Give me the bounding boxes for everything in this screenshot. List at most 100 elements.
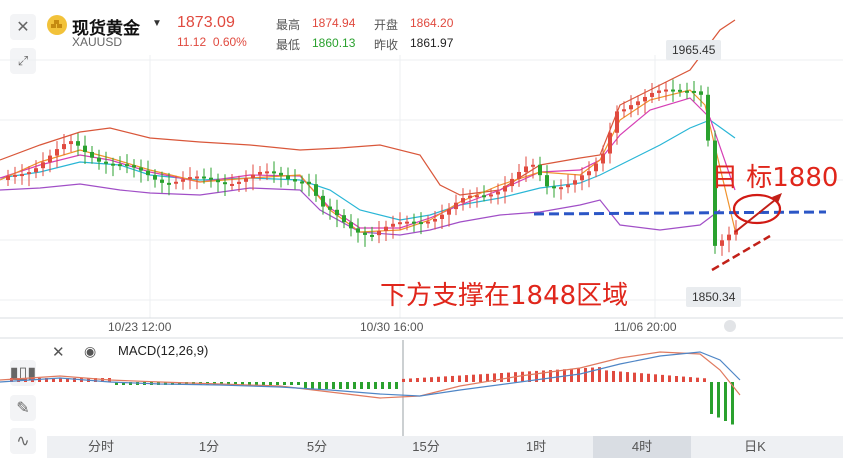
tab-timeframe-2[interactable]: 5分 <box>306 439 328 454</box>
scroll-dot-icon[interactable] <box>724 320 736 332</box>
low-value: 1860.13 <box>312 36 356 50</box>
macd-bar <box>297 382 300 385</box>
macd-bar <box>367 382 370 389</box>
macd-chart[interactable] <box>0 340 843 436</box>
candle-body <box>307 181 311 185</box>
candle-body <box>664 89 668 92</box>
candle-body <box>76 141 80 146</box>
candle-body <box>153 175 157 180</box>
candle-body <box>510 178 514 187</box>
macd-bar <box>227 382 230 385</box>
instrument-code: XAUUSD <box>72 35 123 49</box>
candle-body <box>461 198 465 203</box>
macd-bar <box>129 382 132 385</box>
candle-body <box>6 175 10 180</box>
candle-body <box>538 164 542 176</box>
macd-bar <box>647 373 650 382</box>
macd-bar <box>500 373 503 382</box>
candle-body <box>678 89 682 92</box>
low-label: 最低 <box>276 38 301 52</box>
candle-body <box>601 153 605 164</box>
candle-body <box>545 175 549 187</box>
candle-body <box>692 90 696 93</box>
macd-bar <box>332 382 335 389</box>
indicator-icon: ∿ <box>16 433 30 450</box>
tab-timeframe-4[interactable]: 1时 <box>525 439 547 454</box>
prev-close-value: 1861.97 <box>410 36 454 50</box>
macd-bar <box>178 382 181 385</box>
candle-body <box>111 163 115 166</box>
candle-body <box>706 94 710 141</box>
macd-bar <box>437 376 440 382</box>
tab-timeframe-1[interactable]: 1分 <box>198 439 220 454</box>
macd-bar <box>591 367 594 382</box>
candle-body <box>426 221 430 224</box>
draw-tool-button[interactable]: ✎ <box>10 395 36 421</box>
macd-bar <box>472 374 475 382</box>
macd-bar <box>402 378 405 382</box>
price-chart[interactable] <box>0 0 843 340</box>
macd-bar <box>696 377 699 382</box>
tab-timeframe-0[interactable]: 分时 <box>87 439 114 454</box>
target-annotation: 目 标1880 <box>712 163 839 193</box>
target-circle <box>732 193 782 225</box>
candle-body <box>650 92 654 97</box>
close-indicator-icon[interactable]: ✕ <box>52 344 65 361</box>
candle-body <box>636 101 640 106</box>
support-line <box>533 210 827 216</box>
high-value: 1874.94 <box>312 16 356 30</box>
candle-body <box>41 162 45 169</box>
candle-body <box>160 179 164 183</box>
tab-timeframe-6[interactable]: 日K <box>744 439 766 454</box>
candle-body <box>454 202 458 210</box>
candle-body <box>300 181 304 184</box>
gold-coin-icon <box>47 15 67 35</box>
eye-icon[interactable]: ◉ <box>84 343 97 359</box>
macd-bar <box>493 373 496 382</box>
candle-body <box>349 222 353 229</box>
candle-body <box>559 187 563 190</box>
x-label-1: 10/23 12:00 <box>108 320 172 334</box>
open-label: 开盘 <box>374 18 399 32</box>
candle-body <box>83 145 87 152</box>
tab-timeframe-5[interactable]: 4时 <box>593 436 691 458</box>
candle-body <box>118 164 122 167</box>
candle-body <box>699 91 703 95</box>
macd-bar <box>528 371 531 382</box>
candle-body <box>475 195 479 198</box>
macd-bar <box>388 382 391 389</box>
candle-body <box>251 174 255 179</box>
candle-body <box>622 109 626 112</box>
candle-body <box>174 181 178 184</box>
close-button[interactable]: ✕ <box>10 14 36 40</box>
candle-body <box>587 171 591 176</box>
macd-bar <box>612 370 615 382</box>
macd-bar <box>710 382 713 414</box>
candle-body <box>552 186 556 189</box>
candle-body <box>594 163 598 172</box>
candle-body <box>20 174 24 177</box>
candle-body <box>573 180 577 185</box>
price-change: 11.12 0.60% <box>177 35 247 49</box>
candle-body <box>356 228 360 233</box>
candle-body <box>482 195 486 198</box>
macd-bar <box>276 382 279 385</box>
prev-close-label: 昨收 <box>374 38 399 52</box>
macd-bar <box>346 382 349 389</box>
candle-body <box>440 214 444 219</box>
macd-bar <box>45 378 48 382</box>
macd-bar <box>416 378 419 382</box>
candle-body <box>258 171 262 175</box>
candle-body <box>419 222 423 225</box>
macd-bar <box>549 370 552 382</box>
chevron-down-icon[interactable]: ▼ <box>152 18 162 29</box>
candle-body <box>48 155 52 163</box>
macd-bar <box>374 382 377 389</box>
last-price: 1873.09 <box>177 14 235 31</box>
indicator-tool-button[interactable]: ∿ <box>10 428 36 454</box>
candle-body <box>524 166 528 172</box>
candle-body <box>643 96 647 102</box>
candle-body <box>370 234 374 237</box>
instrument-title[interactable]: 现货黄金 <box>72 19 140 38</box>
tab-timeframe-3[interactable]: 15分 <box>412 439 440 454</box>
